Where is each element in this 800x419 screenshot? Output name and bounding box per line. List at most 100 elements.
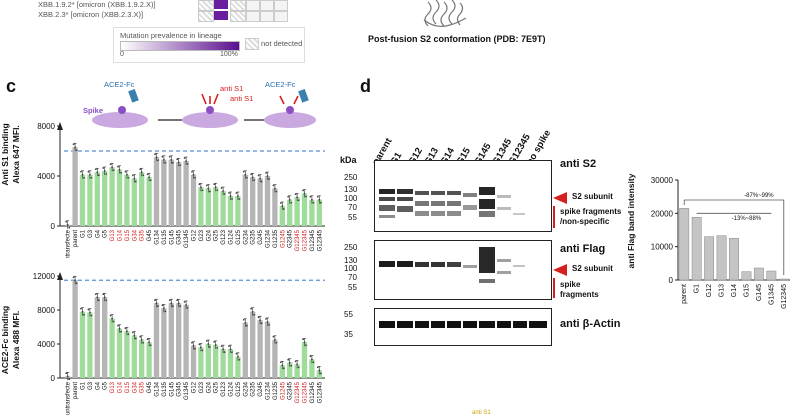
bar — [87, 312, 93, 378]
blot2-marker: 250 — [344, 243, 358, 252]
data-point — [176, 158, 179, 161]
category-label: G13 — [719, 284, 726, 297]
bar — [116, 328, 123, 378]
bar — [146, 177, 152, 226]
data-point — [305, 344, 307, 347]
data-point — [250, 173, 253, 176]
data-point — [250, 307, 253, 310]
data-point — [208, 346, 211, 348]
footer-anti-s1: anti S1 — [472, 410, 491, 416]
category-label: G12 — [192, 229, 198, 241]
data-point — [170, 302, 173, 305]
bar — [79, 311, 86, 378]
data-point — [237, 195, 239, 197]
data-point — [275, 341, 278, 344]
not-detected-swatch — [245, 38, 259, 50]
category-label: G25 — [214, 229, 220, 241]
data-point — [290, 364, 293, 367]
blot1-marker: 250 — [344, 173, 358, 182]
data-point — [146, 173, 149, 176]
blot-anti-s2-bands — [379, 187, 525, 218]
category-label: G24 — [206, 381, 212, 393]
data-point — [111, 166, 113, 169]
data-point — [205, 340, 208, 342]
blot2-label: anti Flag — [560, 243, 606, 255]
data-point — [192, 173, 195, 176]
data-point — [216, 346, 219, 349]
data-point — [97, 174, 100, 177]
data-point — [102, 167, 105, 169]
bar — [168, 303, 174, 378]
data-point — [214, 186, 217, 189]
category-label: G1345 — [184, 229, 190, 248]
data-point — [109, 163, 112, 166]
category-label: G123 — [221, 381, 227, 396]
bar — [242, 174, 248, 226]
y-tick-label: 10000 — [651, 243, 674, 252]
category-label: G34 — [132, 381, 138, 393]
data-point — [200, 186, 202, 189]
blot2-marker: 100 — [344, 264, 358, 273]
category-label: untransfecte — [66, 229, 72, 258]
category-label: G23 — [199, 381, 205, 393]
blot2-marker: 70 — [348, 273, 357, 282]
category-label: G13 — [110, 381, 116, 393]
data-point — [229, 195, 232, 197]
category-label: G3 — [88, 229, 94, 238]
data-point — [131, 331, 134, 334]
data-point — [242, 170, 245, 173]
data-point — [260, 322, 263, 325]
bar — [161, 308, 167, 378]
y-tick-label: 0 — [669, 276, 674, 285]
data-point — [296, 196, 298, 199]
data-point — [231, 198, 233, 200]
data-point — [120, 171, 122, 174]
data-point — [223, 351, 226, 353]
data-point — [183, 301, 186, 303]
category-label: G12345 — [295, 381, 301, 403]
data-point — [149, 179, 152, 182]
bar — [198, 347, 204, 378]
blot1-arrow-label: S2 subunit — [572, 192, 613, 201]
bar — [316, 199, 322, 226]
structure-caption: Post-fusion S2 conformation (PDB: 7E9T) — [368, 34, 546, 44]
data-point — [213, 183, 216, 186]
bar — [279, 365, 285, 378]
data-point — [274, 187, 276, 190]
category-label: G35 — [140, 381, 146, 393]
data-point — [266, 175, 269, 177]
data-point — [83, 176, 85, 179]
schematic-spike: Spike — [83, 106, 104, 115]
bar — [227, 349, 234, 378]
data-point — [312, 201, 315, 204]
data-point — [194, 347, 196, 350]
data-point — [253, 313, 256, 316]
data-point — [126, 330, 128, 333]
data-point — [161, 304, 164, 307]
category-label: G124 — [229, 381, 235, 396]
category-label: G1245 — [280, 229, 286, 248]
data-point — [134, 337, 137, 340]
data-point — [185, 304, 188, 306]
category-label: G12345 — [303, 229, 309, 251]
panel-d-letter: d — [360, 76, 371, 96]
bar — [704, 236, 715, 281]
category-label: G134 — [155, 381, 161, 396]
data-point — [222, 190, 225, 192]
data-point — [170, 158, 173, 161]
data-point — [311, 198, 313, 201]
bar — [183, 161, 189, 226]
data-point — [194, 176, 196, 179]
category-label: G1235 — [273, 229, 279, 248]
data-point — [287, 195, 290, 198]
category-label: G12345 — [781, 284, 788, 309]
bar — [235, 356, 241, 378]
data-point — [214, 343, 217, 346]
data-point — [318, 198, 321, 201]
category-label: G15 — [743, 284, 750, 297]
blot2-arrow-label: S2 subunit — [572, 264, 613, 273]
data-point — [245, 324, 248, 327]
blot-actin — [374, 308, 552, 346]
data-point — [220, 187, 223, 189]
